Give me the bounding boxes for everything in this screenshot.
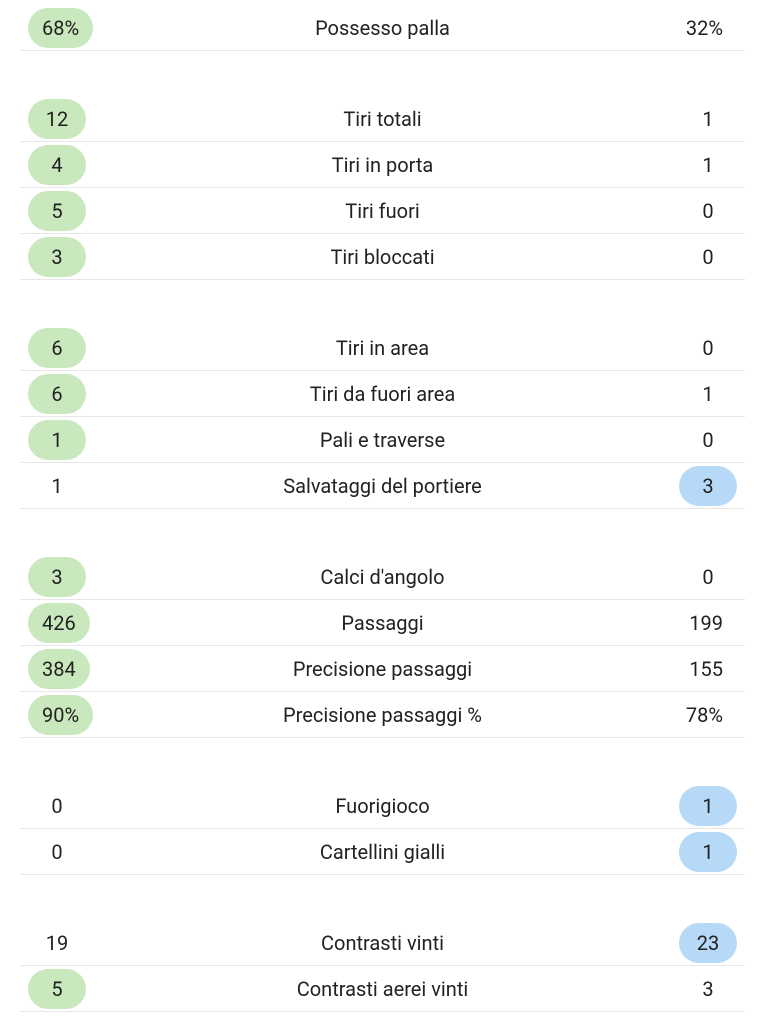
stat-label: Tiri da fuori area xyxy=(309,381,456,406)
home-value: 6 xyxy=(28,373,86,414)
stat-label: Precisione passaggi xyxy=(292,656,473,681)
away-value: 3 xyxy=(679,465,737,506)
stat-group: Calci d'angolo 3 0 Passaggi 426 199 Precisione… xyxy=(0,554,767,738)
stat-row: Tiri totali 12 1 xyxy=(20,96,745,142)
stat-row: Precisione passaggi 384 155 xyxy=(20,646,745,692)
stat-row: Contrasti vinti 19 23 xyxy=(20,920,745,966)
stat-group: Fuorigioco 0 1 Cartellini gialli 0 1 xyxy=(0,783,767,875)
stat-row: Passaggi 426 199 xyxy=(20,600,745,646)
stat-label: Fuorigioco xyxy=(335,793,430,818)
stat-label: Cartellini gialli xyxy=(319,839,446,864)
home-value: 19 xyxy=(45,930,69,955)
away-value: 3 xyxy=(702,976,714,1001)
away-value: 1 xyxy=(702,381,714,406)
stat-row: Tiri in area 6 0 xyxy=(20,325,745,371)
home-value: 1 xyxy=(28,419,86,460)
stat-label: Tiri bloccati xyxy=(330,244,435,269)
stat-row: Calci d'angolo 3 0 xyxy=(20,554,745,600)
home-value: 3 xyxy=(28,236,86,277)
stat-label: Passaggi xyxy=(341,610,424,635)
stat-row: Pali e traverse 1 0 xyxy=(20,417,745,463)
away-value: 0 xyxy=(702,335,714,360)
stat-label: Tiri totali xyxy=(343,106,422,131)
away-value: 0 xyxy=(702,244,714,269)
away-value: 0 xyxy=(702,427,714,452)
stat-row: Tiri bloccati 3 0 xyxy=(20,234,745,280)
away-value: 1 xyxy=(702,106,714,131)
stat-label: Tiri in area xyxy=(335,335,430,360)
stat-group: Tiri totali 12 1 Tiri in porta 4 1 Tiri fuori 5… xyxy=(0,96,767,280)
stat-row: Fuorigioco 0 1 xyxy=(20,783,745,829)
stat-row: Precisione passaggi % 90% 78% xyxy=(20,692,745,738)
away-value: 32% xyxy=(685,15,723,40)
stat-row: Tiri da fuori area 6 1 xyxy=(20,371,745,417)
home-value: 5 xyxy=(28,968,86,1009)
away-value: 1 xyxy=(679,785,737,826)
stat-label: Pali e traverse xyxy=(319,427,446,452)
away-value: 23 xyxy=(679,922,737,963)
stat-row: Tiri fuori 5 0 xyxy=(20,188,745,234)
away-value: 199 xyxy=(689,610,723,635)
stat-label: Contrasti aerei vinti xyxy=(296,976,469,1001)
stat-label: Salvataggi del portiere xyxy=(283,473,482,498)
stat-group: Possesso palla 68% 32% xyxy=(0,5,767,51)
home-value: 384 xyxy=(28,648,90,689)
stat-row: Cartellini gialli 0 1 xyxy=(20,829,745,875)
home-value: 426 xyxy=(28,602,90,643)
home-value: 68% xyxy=(28,7,94,48)
away-value: 0 xyxy=(702,564,714,589)
stat-row: Salvataggi del portiere 1 3 xyxy=(20,463,745,509)
away-value: 0 xyxy=(702,198,714,223)
stat-label: Precisione passaggi % xyxy=(283,702,482,727)
home-value: 12 xyxy=(28,98,86,139)
stat-label: Tiri fuori xyxy=(345,198,420,223)
home-value: 3 xyxy=(28,556,86,597)
stat-group: Tiri in area 6 0 Tiri da fuori area 6 1 Pali e… xyxy=(0,325,767,509)
home-value: 6 xyxy=(28,327,86,368)
stat-row: Tiri in porta 4 1 xyxy=(20,142,745,188)
stat-label: Contrasti vinti xyxy=(321,930,444,955)
away-value: 78% xyxy=(685,702,723,727)
away-value: 1 xyxy=(679,831,737,872)
home-value: 0 xyxy=(51,793,63,818)
home-value: 0 xyxy=(51,839,63,864)
stat-label: Possesso palla xyxy=(315,15,450,40)
away-value: 1 xyxy=(702,152,714,177)
home-value: 5 xyxy=(28,190,86,231)
stat-label: Tiri in porta xyxy=(331,152,434,177)
stat-row: Contrasti aerei vinti 5 3 xyxy=(20,966,745,1012)
home-value: 90% xyxy=(28,694,94,735)
stat-group: Contrasti vinti 19 23 Contrasti aerei vinti… xyxy=(0,920,767,1012)
home-value: 4 xyxy=(28,144,86,185)
stat-row: Possesso palla 68% 32% xyxy=(20,5,745,51)
away-value: 155 xyxy=(689,656,723,681)
stat-label: Calci d'angolo xyxy=(320,564,445,589)
home-value: 1 xyxy=(51,473,63,498)
